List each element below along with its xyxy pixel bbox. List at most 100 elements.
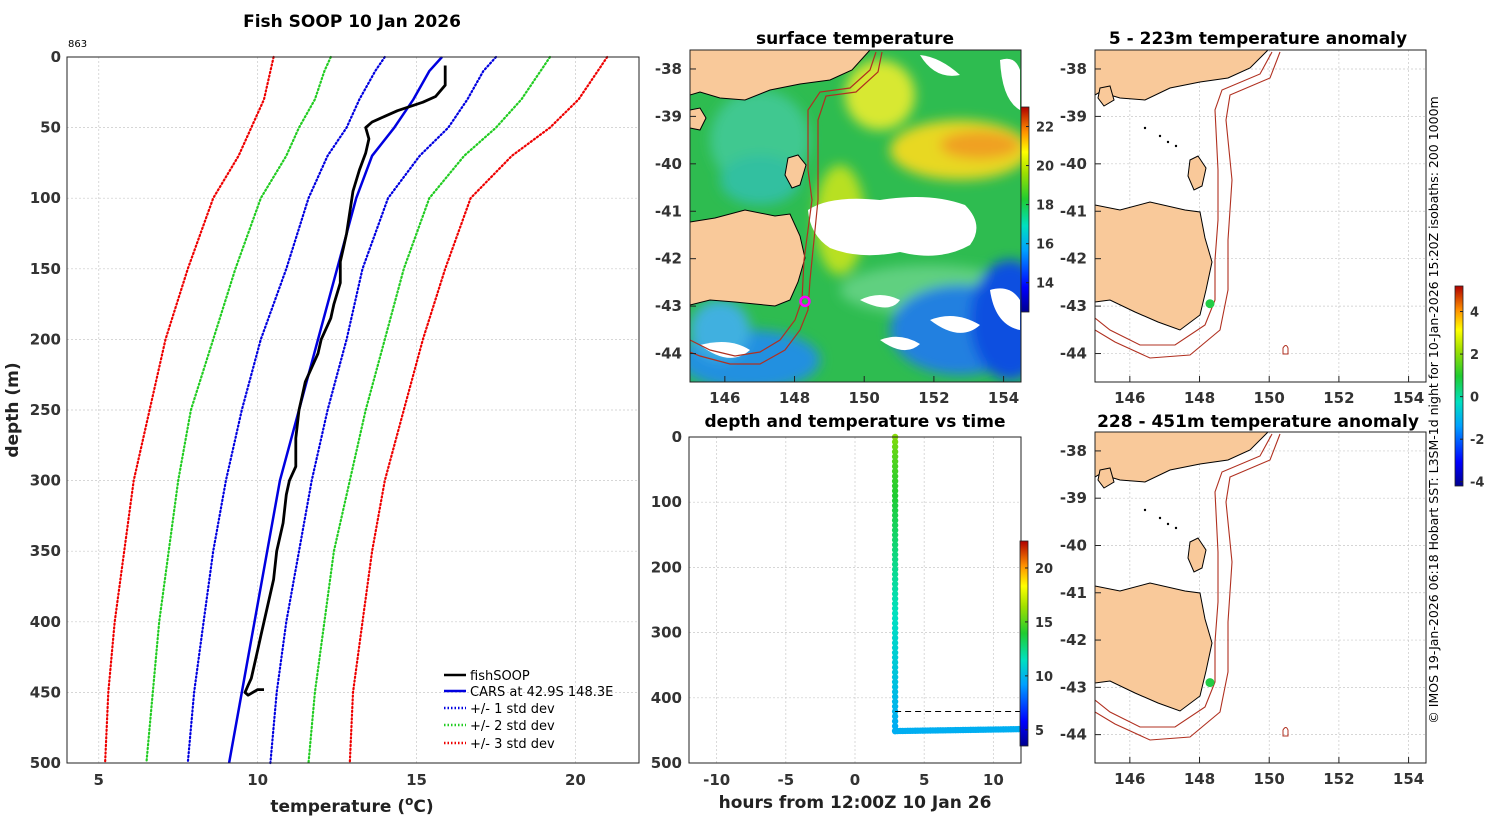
anom2-king-island <box>1097 467 1115 489</box>
colorbar-tick-label: 22 <box>1036 121 1054 136</box>
time-descent-point <box>891 698 899 705</box>
profile-frame <box>66 56 640 764</box>
map-xtick-label: 146 <box>1114 389 1145 407</box>
anom2-islet <box>1174 526 1178 530</box>
time-descent-point <box>891 546 899 553</box>
colorbar-tick-label: -4 <box>1470 476 1484 491</box>
time-descent-point <box>891 448 899 455</box>
anomaly-colorbar <box>1454 285 1464 487</box>
time-descent-point <box>891 615 899 622</box>
profile-grid <box>67 56 639 764</box>
sst-mainland <box>690 50 871 101</box>
time-data <box>891 433 1025 735</box>
profile-xtick-label: 10 <box>247 771 268 789</box>
time-descent-point <box>891 522 899 529</box>
time-descent-point <box>891 713 899 720</box>
time-descent-point <box>891 620 899 627</box>
profile-ytick-label: 300 <box>30 472 61 490</box>
colorbar-tick-label: 5 <box>1035 724 1044 739</box>
anom2-islet <box>1158 516 1162 520</box>
sst-tasmania <box>690 209 806 307</box>
time-xlabel: hours from 12:00Z 10 Jan 26 <box>719 793 992 813</box>
profile-panel: Fish SOOP 10 Jan 2026 863 5 10 15 200501001… <box>3 12 640 817</box>
profile-series--3-std-dev <box>103 55 275 765</box>
time-descent-point <box>891 580 899 588</box>
time-ytick-label: 400 <box>651 689 682 707</box>
corner-note: 863 <box>68 39 87 50</box>
time-descent-point <box>891 718 899 725</box>
time-descent-point <box>891 438 899 446</box>
map-ytick-label: -43 <box>655 297 682 315</box>
time-ytick-label: 0 <box>672 428 682 446</box>
anom1-king-island <box>1097 85 1115 107</box>
profile-xtick-label: 5 <box>94 771 104 789</box>
colorbar-tick-label: 20 <box>1036 160 1054 175</box>
profile-ytick-label: 150 <box>30 260 61 278</box>
profile-xlabel: temperature (oC) <box>270 794 433 817</box>
time-descent-point <box>891 664 899 671</box>
map-xtick-label: 154 <box>1393 770 1424 788</box>
time-descent-point <box>891 473 899 480</box>
colorbar-tick-label: 15 <box>1035 616 1053 631</box>
map-xtick-label: 150 <box>1254 389 1285 407</box>
anom2-islet <box>1143 508 1147 512</box>
map-xtick-label: 154 <box>1393 389 1424 407</box>
time-descent-point <box>891 693 899 700</box>
anomaly-shallow-frame <box>1094 49 1427 383</box>
colorbar-tick-label: 16 <box>1036 238 1054 253</box>
anomaly-shallow-title: 5 - 223m temperature anomaly <box>1109 29 1407 49</box>
legend-2std: +/- 2 std dev <box>470 719 555 734</box>
anomaly-shallow-panel: 5 - 223m temperature anomaly 146 148 150 15… <box>1060 29 1427 407</box>
anom2-tasmania <box>1095 582 1213 712</box>
legend-1std: +/- 1 std dev <box>470 702 555 717</box>
time-descent-point <box>891 722 899 730</box>
map-ytick-label: -38 <box>655 60 682 78</box>
anom1-islet <box>1166 140 1170 144</box>
time-descent-point <box>891 526 899 534</box>
time-descent-point <box>891 590 899 598</box>
map-xtick-label: 152 <box>1323 770 1354 788</box>
profile-series--3-std-dev <box>348 55 609 765</box>
time-ytick-label: 200 <box>651 558 682 576</box>
sst-isobath-200 <box>690 51 877 357</box>
time-descent-point <box>891 585 899 593</box>
anom1-isobath-1000 <box>1095 51 1281 359</box>
map-ytick-label: -44 <box>655 345 682 363</box>
time-xtick-label: -10 <box>703 771 730 789</box>
anom1-flinders-island <box>1187 155 1207 191</box>
profile-ytick-label: 500 <box>30 754 61 772</box>
time-xtick-label: 0 <box>850 771 860 789</box>
anom1-islet <box>1143 126 1147 130</box>
legend-cars: CARS at 42.9S 148.3E <box>470 685 613 700</box>
anomaly-deep-station <box>1205 678 1215 688</box>
map-xtick-label: 152 <box>918 389 949 407</box>
profile-ytick-label: 200 <box>30 330 61 348</box>
profile-ytick-label: 50 <box>40 119 61 137</box>
anomaly-deep-title: 228 - 451m temperature anomaly <box>1097 412 1419 432</box>
time-descent-point <box>891 507 899 514</box>
time-ytick-label: 300 <box>651 624 682 642</box>
profile-series-fishsoop <box>243 65 447 697</box>
time-descent-point <box>891 541 899 549</box>
anom2-isobath-1000 <box>1095 433 1281 741</box>
profile-xtick-label: 20 <box>565 771 586 789</box>
colorbar-tick-label: 10 <box>1035 670 1053 685</box>
anom2-seamount <box>1282 727 1289 737</box>
time-descent-point <box>891 595 899 602</box>
time-colorbar-ticks: 5 10 15 20 <box>1025 562 1053 739</box>
anom1-islet <box>1158 134 1162 138</box>
time-descent-point <box>891 492 899 500</box>
map-xtick-label: 146 <box>709 389 740 407</box>
profile-ylabel: depth (m) <box>3 362 23 457</box>
map-ytick-label: -40 <box>1060 155 1087 173</box>
time-descent-point <box>891 517 899 524</box>
map-ytick-label: -42 <box>1060 631 1087 649</box>
sst-colorbar <box>1020 106 1030 313</box>
time-grid <box>689 436 1021 764</box>
time-descent-point <box>891 629 899 637</box>
time-descent-point <box>891 703 899 710</box>
map-ytick-label: -44 <box>1060 345 1087 363</box>
